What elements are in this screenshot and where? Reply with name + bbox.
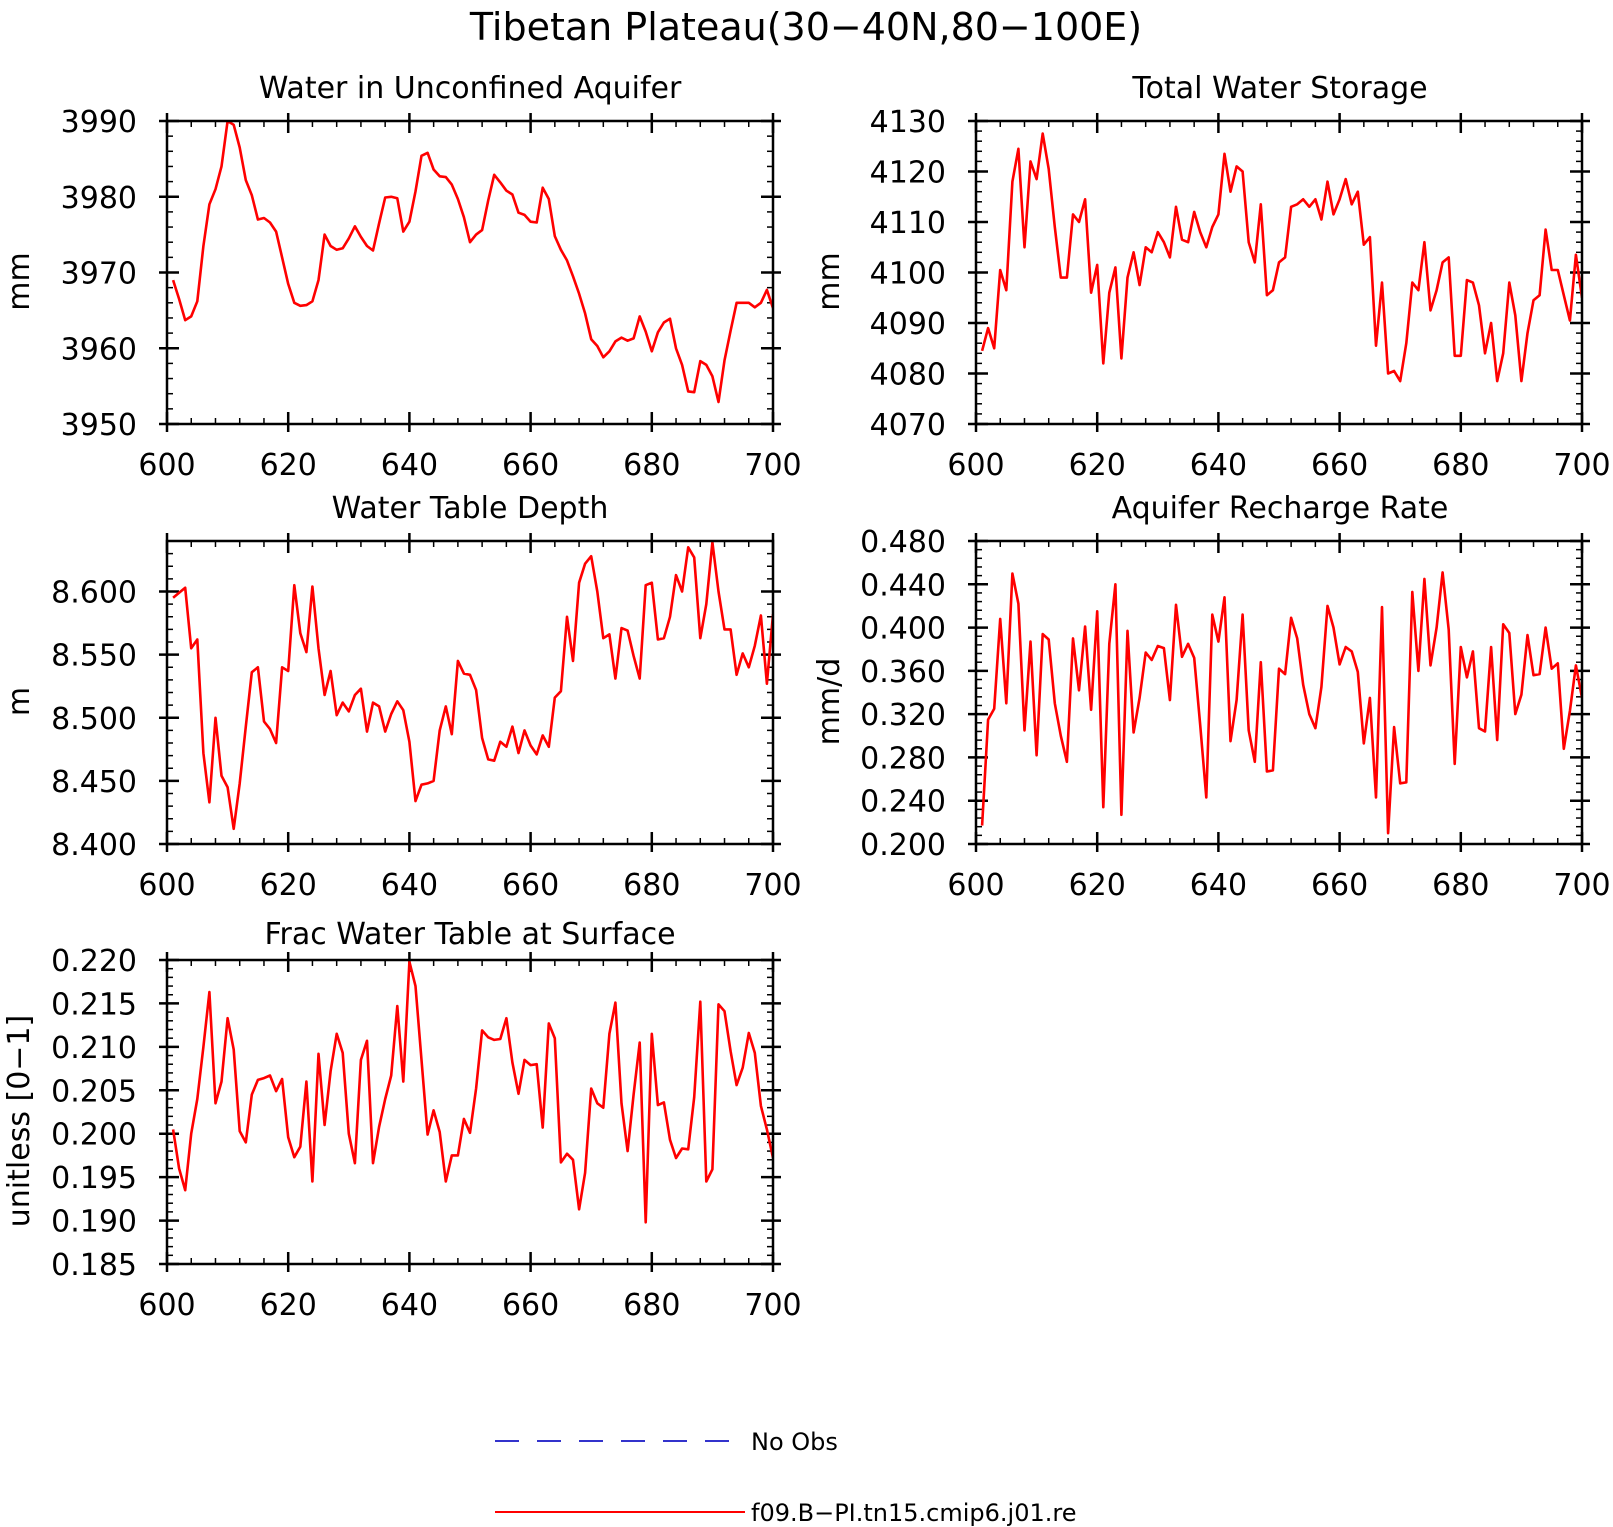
x-tick-label: 600 (138, 868, 195, 903)
plot-frame (165, 958, 775, 1266)
series-line (980, 132, 1582, 383)
panel-title: Total Water Storage (1131, 71, 1427, 106)
panels: Water in Unconfined Aquifer mm 600 620 640 66… (2, 71, 1611, 1323)
y-tick-label: 4100 (870, 257, 946, 292)
x-tick-label: 660 (1311, 448, 1368, 483)
y-tick-label: 3980 (61, 181, 137, 216)
x-tick-label: 600 (947, 448, 1004, 483)
series-line (172, 541, 773, 831)
x-tick-label: 640 (381, 448, 438, 483)
y-tick-label: 0.280 (860, 741, 946, 776)
series-line (171, 121, 773, 404)
plot-frame (974, 119, 1584, 426)
y-tick-label: 3950 (61, 408, 137, 443)
y-tick-label: 8.600 (51, 576, 137, 611)
y-tick-label: 0.360 (860, 655, 946, 690)
y-tick-label: 0.210 (51, 1031, 137, 1066)
panel-water-in-unconfined-aquifer: Water in Unconfined Aquifer mm 600 620 640 66… (2, 71, 802, 483)
legend: No Obs f09.B−PI.tn15.cmip6.j01.re (495, 1428, 1076, 1527)
x-tick-label: 620 (1069, 448, 1126, 483)
y-tick-label: 0.190 (51, 1205, 137, 1240)
x-tick-label: 680 (623, 868, 680, 903)
y-tick-label: 0.200 (860, 828, 946, 863)
y-tick-label: 8.550 (51, 639, 137, 674)
x-tick-label: 640 (381, 1288, 438, 1323)
panel-title: Water Table Depth (332, 491, 609, 526)
plot-frame (165, 539, 775, 846)
y-tick-label: 0.320 (860, 698, 946, 733)
x-tick-label: 620 (260, 448, 317, 483)
x-tick-label: 600 (138, 1288, 195, 1323)
x-tick-label: 680 (623, 448, 680, 483)
y-tick-label: 4070 (870, 408, 946, 443)
panel-aquifer-recharge-rate: Aquifer Recharge Rate mm/d 600 620 640 660 680… (812, 491, 1611, 903)
y-tick-label: 0.220 (51, 944, 137, 979)
y-tick-label: 8.400 (51, 828, 137, 863)
panel-title: Frac Water Table at Surface (264, 917, 675, 952)
x-tick-label: 600 (947, 868, 1004, 903)
y-tick-label: 4130 (870, 105, 946, 140)
y-tick-label: 4080 (870, 358, 946, 393)
y-tick-label: 3990 (61, 105, 137, 140)
y-tick-label: 0.195 (51, 1161, 137, 1196)
legend-label-no-obs: No Obs (751, 1428, 838, 1456)
x-tick-label: 660 (502, 1288, 559, 1323)
series-line (171, 960, 773, 1224)
x-tick-label: 660 (1311, 868, 1368, 903)
x-tick-label: 680 (1432, 448, 1489, 483)
x-tick-label: 700 (744, 868, 801, 903)
y-tick-label: 4120 (870, 156, 946, 191)
plot-frame (974, 539, 1584, 846)
y-tick-label: 0.480 (860, 525, 946, 560)
figure-title: Tibetan Plateau(30−40N,80−100E) (469, 5, 1142, 49)
y-axis-label: mm/d (812, 658, 847, 746)
y-axis-label: mm (2, 252, 37, 310)
x-tick-label: 700 (1553, 448, 1610, 483)
panel-total-water-storage: Total Water Storage mm 600 620 640 660 680 700 4… (812, 71, 1611, 483)
series-line (980, 571, 1582, 835)
y-tick-label: 3970 (61, 257, 137, 292)
panel-title: Water in Unconfined Aquifer (259, 71, 682, 106)
y-tick-label: 0.200 (51, 1118, 137, 1153)
x-tick-label: 640 (381, 868, 438, 903)
y-tick-label: 0.400 (860, 612, 946, 647)
y-axis-label: m (2, 687, 37, 716)
y-tick-label: 0.440 (860, 568, 946, 603)
y-tick-label: 0.205 (51, 1074, 137, 1109)
x-tick-label: 620 (260, 868, 317, 903)
y-tick-label: 0.240 (860, 785, 946, 820)
y-tick-label: 0.215 (51, 987, 137, 1022)
y-axis-label: unitless [0−1] (2, 1015, 37, 1227)
x-tick-label: 700 (1553, 868, 1610, 903)
y-tick-label: 0.185 (51, 1248, 137, 1283)
y-tick-label: 8.500 (51, 702, 137, 737)
x-tick-label: 640 (1190, 448, 1247, 483)
y-axis-label: mm (812, 252, 847, 310)
y-tick-label: 3960 (61, 332, 137, 367)
x-tick-label: 620 (1069, 868, 1126, 903)
x-tick-label: 700 (744, 448, 801, 483)
panel-title: Aquifer Recharge Rate (1112, 491, 1449, 526)
panel-frac-water-table-at-surface: Frac Water Table at Surface unitless [0−1… (2, 917, 802, 1323)
plot-frame (165, 119, 775, 426)
x-tick-label: 640 (1190, 868, 1247, 903)
y-tick-label: 8.450 (51, 765, 137, 800)
x-tick-label: 620 (260, 1288, 317, 1323)
y-tick-label: 4110 (870, 206, 946, 241)
x-tick-label: 700 (744, 1288, 801, 1323)
x-tick-label: 660 (502, 868, 559, 903)
y-tick-label: 4090 (870, 307, 946, 342)
x-tick-label: 680 (623, 1288, 680, 1323)
x-tick-label: 600 (138, 448, 195, 483)
x-tick-label: 680 (1432, 868, 1489, 903)
x-tick-label: 660 (502, 448, 559, 483)
panel-water-table-depth: Water Table Depth m 600 620 640 660 680 700 8.40… (2, 491, 802, 903)
legend-label-model: f09.B−PI.tn15.cmip6.j01.re (751, 1499, 1076, 1527)
